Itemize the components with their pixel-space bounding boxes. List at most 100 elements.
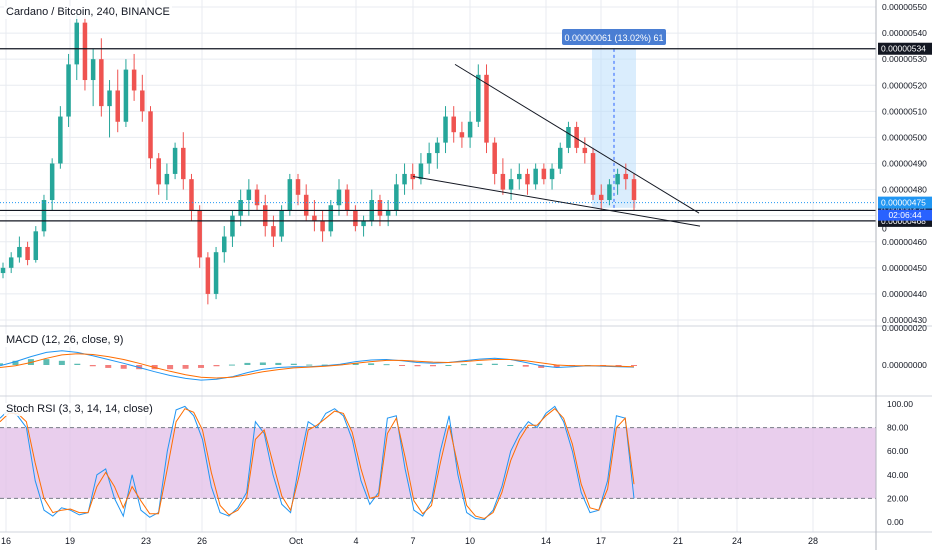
candle-body	[410, 173, 415, 180]
macd-histogram-bar	[259, 362, 266, 365]
candle-body	[582, 147, 588, 154]
candle-body	[394, 184, 399, 211]
price-tick-label: 0.00000530	[882, 54, 927, 64]
macd-histogram-bar	[429, 365, 436, 367]
macd-histogram-bar	[12, 360, 19, 365]
candle-body	[303, 194, 309, 216]
candle-body	[631, 179, 637, 201]
candle-body	[557, 147, 563, 169]
candle-body	[25, 246, 30, 261]
stoch-tick-label: 100.00	[887, 399, 913, 409]
candle-body	[476, 74, 481, 122]
current-price-label-box	[878, 196, 932, 209]
level-label-box	[878, 42, 932, 55]
grid	[0, 0, 876, 532]
macd-histogram-bar	[368, 363, 375, 365]
macd-histogram-bar	[445, 365, 452, 366]
candle-body	[181, 147, 186, 180]
price-tick-label: 0.00000450	[882, 263, 927, 273]
candle-body	[500, 173, 506, 190]
candle-body	[484, 74, 489, 143]
candle-body	[598, 194, 604, 201]
macd-histogram-bar	[615, 365, 622, 366]
candle-body	[361, 220, 366, 227]
date-axis-label: 4	[353, 536, 358, 546]
price-tick-label: 0.00000550	[882, 2, 927, 12]
candle-body	[492, 142, 497, 174]
macd-histogram-bar	[383, 364, 390, 366]
candle-body	[615, 173, 620, 185]
price-tick-label: 0.00000460	[882, 237, 927, 247]
candle-body	[123, 69, 129, 122]
candle-body	[525, 173, 530, 185]
candle-body	[467, 121, 473, 138]
countdown-label: 02:06:44	[888, 210, 921, 220]
macd-histogram-bar	[120, 365, 127, 369]
candle-body	[49, 163, 55, 201]
stoch-tick-label: 0.00	[887, 517, 904, 527]
price-tick-label: 0.00000480	[882, 185, 927, 195]
lower-trendline[interactable]	[412, 176, 701, 227]
macd-histogram-bar	[182, 365, 189, 369]
macd-histogram-bar	[74, 363, 81, 365]
macd-histogram-bar	[244, 362, 251, 365]
price-tick-label: 0.00000440	[882, 289, 927, 299]
macd-pane	[0, 350, 637, 381]
macd-histogram-bar	[228, 364, 235, 366]
macd-histogram-bar	[89, 365, 96, 367]
candle-body	[344, 189, 350, 211]
macd-histogram-bar	[507, 365, 514, 366]
date-axis-label: 16	[1, 536, 11, 546]
candle-body	[607, 184, 612, 201]
current-price-label: 0.00000475	[881, 198, 926, 208]
price-tick-label: 0.00000540	[882, 28, 927, 38]
price-tick-label: 0	[882, 224, 887, 234]
date-axis-label: 23	[141, 536, 151, 546]
candle-body	[99, 59, 104, 107]
stoch-d-line	[0, 408, 635, 520]
candle-body	[287, 179, 293, 211]
macd-histogram-bar	[167, 365, 174, 370]
candle-body	[213, 252, 219, 294]
candle-body	[82, 22, 88, 81]
candle-body	[566, 126, 571, 148]
candle-body	[172, 147, 178, 174]
date-axis-label: 7	[410, 536, 415, 546]
macd-histogram-bar	[275, 362, 282, 365]
date-axis-label: 26	[197, 536, 207, 546]
upper-trendline[interactable]	[454, 63, 700, 214]
candle-body	[295, 179, 301, 195]
candle-body	[549, 168, 555, 180]
candle-body	[222, 236, 227, 253]
candle-body	[74, 22, 80, 65]
candle-body	[238, 200, 243, 216]
candle-body	[328, 205, 334, 232]
candle-body	[131, 69, 137, 91]
macd-histogram-bar	[105, 365, 112, 368]
candle-body	[435, 142, 440, 154]
main-chart-title: Cardano / Bitcoin, 240, BINANCE	[4, 6, 172, 19]
candle-body	[33, 231, 39, 261]
date-axis-label: 21	[673, 536, 683, 546]
candle-body	[17, 246, 22, 258]
candle-body	[320, 220, 325, 232]
candle-body	[574, 126, 579, 148]
macd-histogram-bar	[553, 365, 560, 368]
candlesticks	[0, 12, 637, 305]
macd-histogram-bar	[352, 363, 359, 365]
macd-histogram-bar	[460, 364, 467, 366]
macd-histogram-bar	[58, 360, 65, 365]
candle-body	[107, 90, 112, 107]
level-label: 0.00000534	[881, 44, 926, 54]
macd-histogram-bar	[198, 365, 205, 368]
candle-body	[254, 189, 260, 206]
candle-body	[140, 90, 145, 112]
candle-body	[353, 210, 358, 227]
candle-body	[197, 210, 202, 258]
price-tick-label: 0.00000430	[882, 315, 927, 325]
candle-body	[377, 200, 383, 216]
measure-label: 0.00000061 (13.02%) 61	[564, 33, 663, 43]
